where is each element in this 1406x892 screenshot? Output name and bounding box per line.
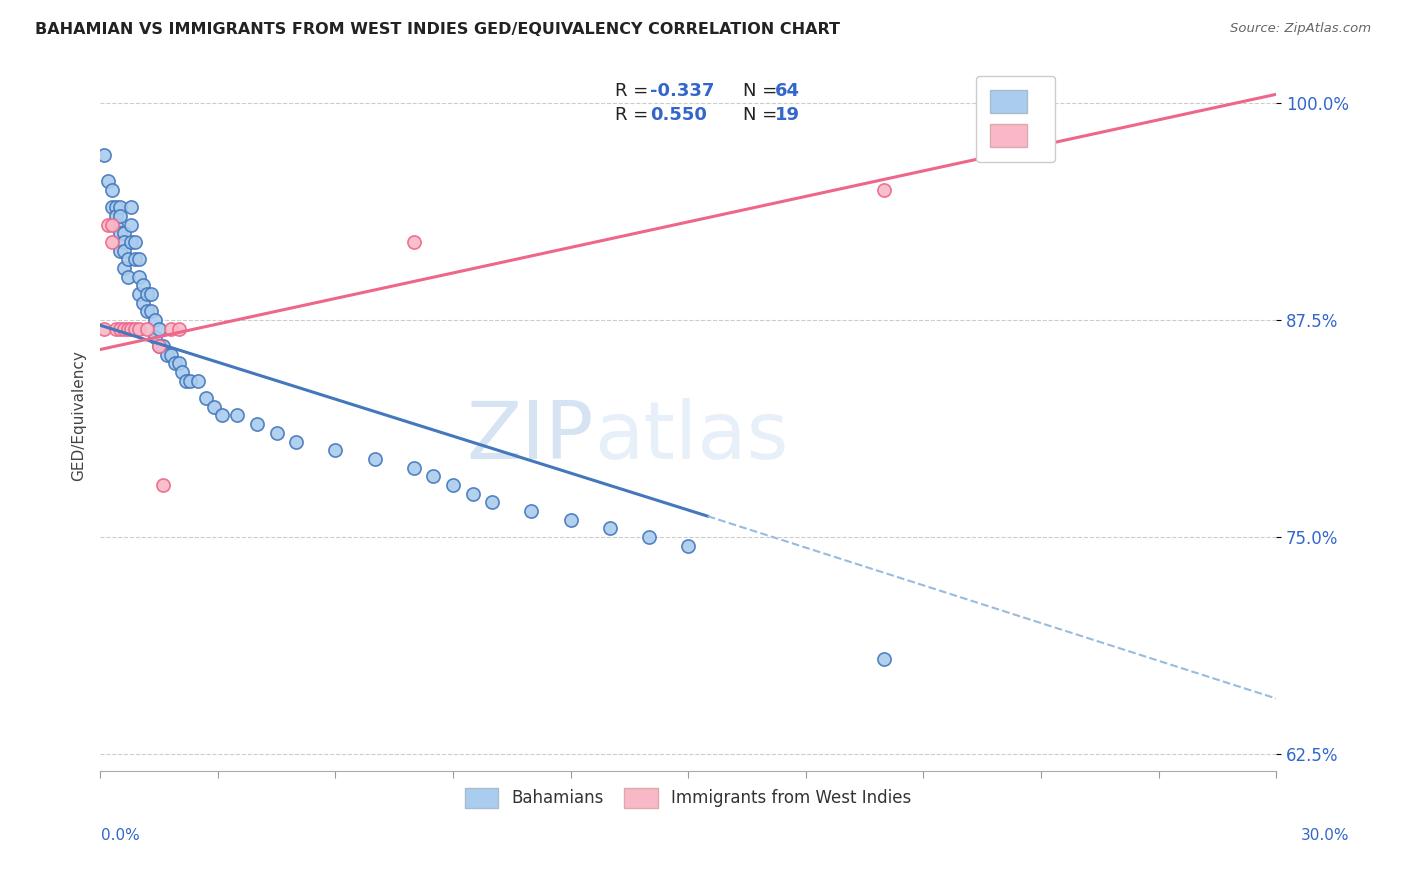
Point: [104, 321, 127, 335]
Text: 0.0%: 0.0%: [101, 828, 141, 843]
Point: [461, 486, 484, 500]
Point: [246, 417, 269, 432]
Point: [202, 400, 225, 414]
Point: [124, 321, 146, 335]
Text: atlas: atlas: [595, 398, 789, 475]
Point: [136, 321, 159, 335]
Point: [172, 365, 194, 379]
Point: [363, 451, 385, 466]
Text: R =: R =: [616, 82, 654, 100]
Point: [139, 304, 162, 318]
Point: [422, 469, 444, 483]
Text: 0.550: 0.550: [651, 106, 707, 124]
Point: [179, 374, 201, 388]
Text: 19: 19: [775, 106, 800, 124]
Point: [441, 478, 464, 492]
Point: [873, 183, 896, 197]
Point: [128, 252, 150, 267]
Point: [520, 504, 543, 518]
Text: N =: N =: [744, 82, 783, 100]
Point: [104, 218, 127, 232]
Point: [132, 278, 155, 293]
Point: [128, 269, 150, 284]
Point: [121, 218, 143, 232]
Point: [93, 321, 115, 335]
Point: [93, 148, 115, 162]
Point: [163, 356, 186, 370]
Point: [101, 183, 124, 197]
Point: [112, 226, 135, 240]
Point: [156, 348, 179, 362]
Point: [108, 244, 131, 258]
Text: Source: ZipAtlas.com: Source: ZipAtlas.com: [1230, 22, 1371, 36]
Point: [112, 244, 135, 258]
Point: [402, 460, 425, 475]
Point: [167, 356, 190, 370]
Point: [638, 530, 661, 544]
Point: [152, 478, 174, 492]
Point: [108, 200, 131, 214]
Text: 64: 64: [775, 82, 800, 100]
Point: [481, 495, 503, 509]
Point: [211, 409, 233, 423]
Point: [117, 269, 139, 284]
Point: [112, 260, 135, 275]
Point: [176, 374, 198, 388]
Point: [121, 235, 143, 249]
Point: [101, 200, 124, 214]
Text: R =: R =: [616, 106, 654, 124]
Point: [285, 434, 308, 449]
Point: [167, 321, 190, 335]
Text: 30.0%: 30.0%: [1302, 828, 1350, 843]
Point: [97, 218, 120, 232]
Point: [117, 252, 139, 267]
Point: [136, 287, 159, 301]
Point: [1029, 113, 1052, 128]
Point: [136, 304, 159, 318]
Point: [148, 339, 170, 353]
Point: [101, 218, 124, 232]
Point: [108, 321, 131, 335]
Point: [101, 235, 124, 249]
Text: BAHAMIAN VS IMMIGRANTS FROM WEST INDIES GED/EQUIVALENCY CORRELATION CHART: BAHAMIAN VS IMMIGRANTS FROM WEST INDIES …: [35, 22, 841, 37]
Point: [187, 374, 209, 388]
Point: [97, 174, 120, 188]
Point: [152, 339, 174, 353]
Point: [159, 348, 181, 362]
Point: [104, 200, 127, 214]
Point: [128, 321, 150, 335]
Point: [148, 321, 170, 335]
Point: [121, 200, 143, 214]
Point: [112, 235, 135, 249]
Point: [159, 321, 181, 335]
Point: [873, 651, 896, 665]
Point: [560, 513, 582, 527]
Point: [599, 521, 621, 535]
Point: [132, 295, 155, 310]
Point: [402, 235, 425, 249]
Point: [124, 235, 146, 249]
Point: [121, 321, 143, 335]
Point: [143, 330, 166, 344]
Point: [226, 409, 249, 423]
Point: [194, 391, 217, 405]
Point: [148, 339, 170, 353]
Point: [139, 287, 162, 301]
Text: ZIP: ZIP: [467, 398, 595, 475]
Point: [323, 443, 346, 458]
Point: [108, 226, 131, 240]
Point: [128, 287, 150, 301]
Legend: Bahamians, Immigrants from West Indies: Bahamians, Immigrants from West Indies: [457, 780, 920, 816]
Point: [676, 539, 699, 553]
Point: [143, 313, 166, 327]
Text: N =: N =: [744, 106, 783, 124]
Text: -0.337: -0.337: [651, 82, 714, 100]
Point: [104, 209, 127, 223]
Y-axis label: GED/Equivalency: GED/Equivalency: [72, 350, 86, 481]
Point: [124, 252, 146, 267]
Point: [112, 321, 135, 335]
Point: [117, 321, 139, 335]
Point: [266, 425, 288, 440]
Point: [108, 209, 131, 223]
